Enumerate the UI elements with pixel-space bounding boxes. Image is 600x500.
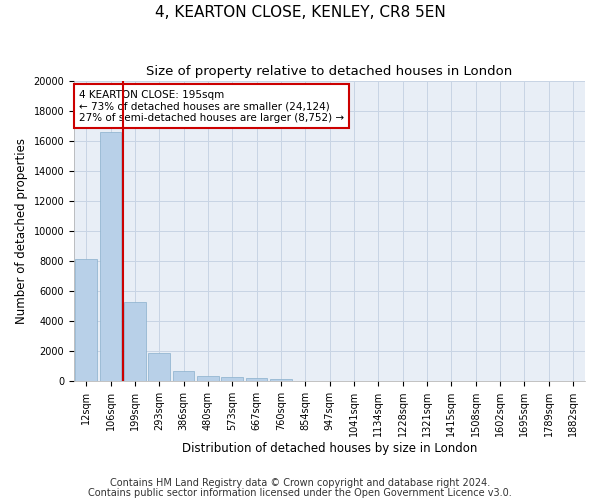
- Text: Contains public sector information licensed under the Open Government Licence v3: Contains public sector information licen…: [88, 488, 512, 498]
- Title: Size of property relative to detached houses in London: Size of property relative to detached ho…: [146, 65, 512, 78]
- Text: 4 KEARTON CLOSE: 195sqm
← 73% of detached houses are smaller (24,124)
27% of sem: 4 KEARTON CLOSE: 195sqm ← 73% of detache…: [79, 90, 344, 123]
- Bar: [197, 376, 219, 381]
- Bar: [245, 378, 268, 381]
- Bar: [124, 302, 146, 381]
- Bar: [100, 132, 121, 381]
- Bar: [148, 354, 170, 381]
- Bar: [221, 377, 243, 381]
- Y-axis label: Number of detached properties: Number of detached properties: [15, 138, 28, 324]
- Bar: [270, 378, 292, 381]
- Text: Contains HM Land Registry data © Crown copyright and database right 2024.: Contains HM Land Registry data © Crown c…: [110, 478, 490, 488]
- Bar: [173, 370, 194, 381]
- X-axis label: Distribution of detached houses by size in London: Distribution of detached houses by size …: [182, 442, 477, 455]
- Text: 4, KEARTON CLOSE, KENLEY, CR8 5EN: 4, KEARTON CLOSE, KENLEY, CR8 5EN: [155, 5, 445, 20]
- Bar: [75, 260, 97, 381]
